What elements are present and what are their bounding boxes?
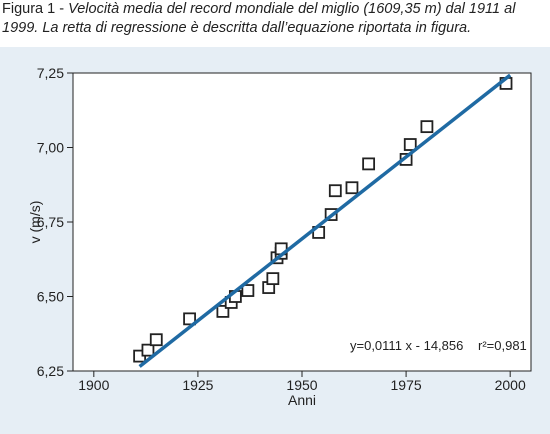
y-axis-title: v (m/s) <box>27 201 43 244</box>
data-point <box>345 181 359 195</box>
caption-label: Figura 1 <box>2 1 56 17</box>
x-axis-title: Anni <box>288 392 316 408</box>
data-point <box>266 272 280 286</box>
data-point <box>216 304 230 318</box>
x-tick-label: 1950 <box>286 377 317 393</box>
regression-r2: r²=0,981 <box>478 338 527 353</box>
y-axis-ticks: 6,25 6,50 6,75 7,00 7,25 <box>37 65 73 379</box>
regression-equation: y=0,0111 x - 14,856 <box>350 338 463 353</box>
y-tick-label: 7,25 <box>37 65 64 81</box>
data-point <box>362 157 376 171</box>
x-tick-label: 2000 <box>495 377 526 393</box>
x-axis-ticks: 1900 1925 1950 1975 2000 <box>78 371 526 393</box>
data-point <box>149 333 163 347</box>
regression-line <box>138 73 512 368</box>
x-tick-label: 1925 <box>182 377 213 393</box>
figure-caption: Figura 1 - Velocità media del record mon… <box>2 1 516 36</box>
data-point <box>141 343 155 357</box>
data-point <box>183 312 196 326</box>
y-tick-label: 7,00 <box>37 140 64 156</box>
y-tick-label: 6,50 <box>37 289 64 305</box>
data-point <box>241 284 255 297</box>
caption-text: Velocità media del record mondiale del m… <box>2 1 516 36</box>
data-point <box>420 120 434 134</box>
y-tick-label: 6,25 <box>37 363 64 379</box>
x-tick-label: 1900 <box>78 377 109 393</box>
plot-area <box>72 72 532 372</box>
x-tick-label: 1975 <box>391 377 422 393</box>
data-point <box>403 138 417 151</box>
y-tick-label: 6,75 <box>37 214 64 230</box>
data-point <box>328 184 342 198</box>
